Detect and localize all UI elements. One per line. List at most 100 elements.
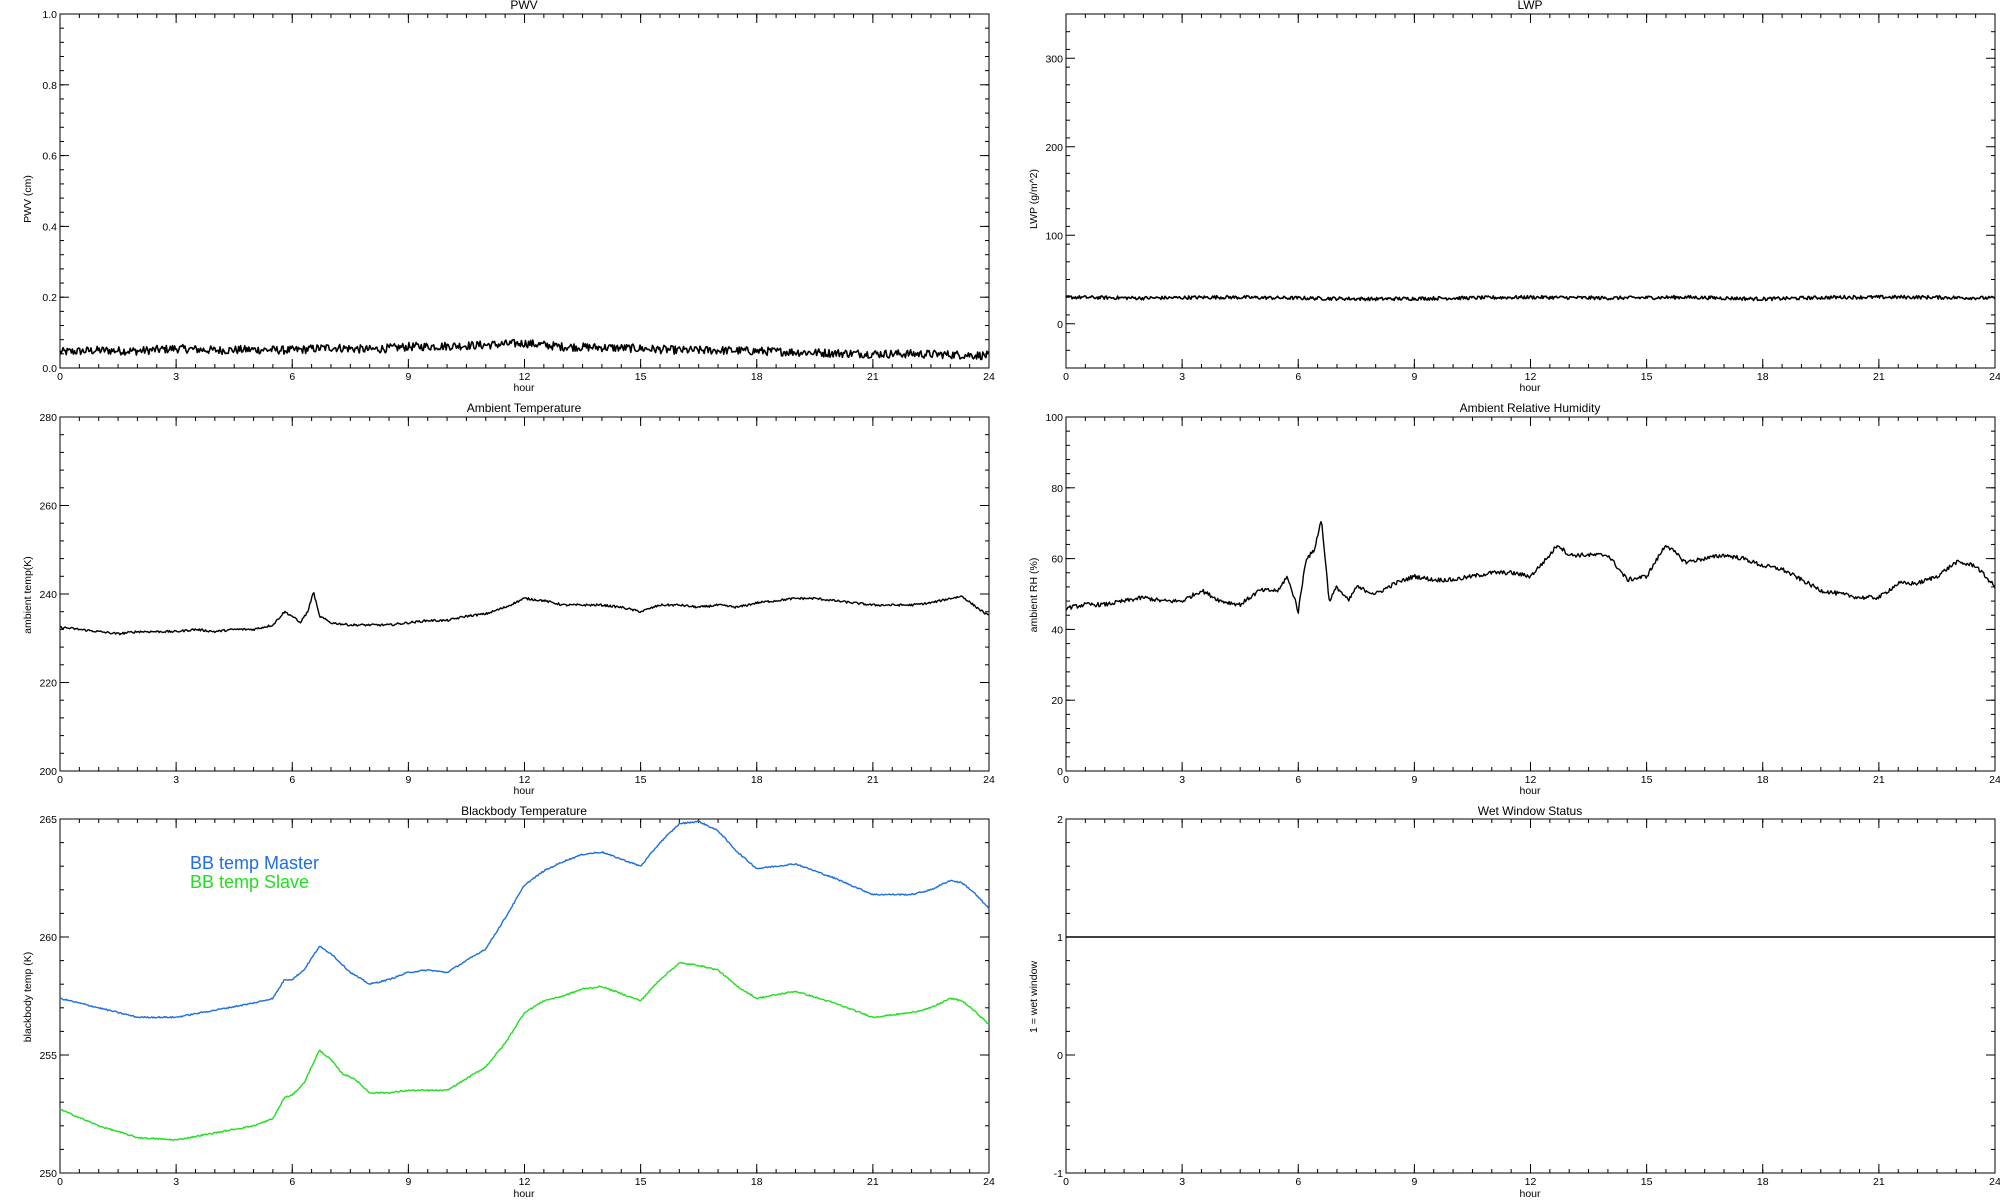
x-tick-label: 6 xyxy=(289,1176,295,1188)
y-tick-label: 265 xyxy=(39,814,57,826)
y-tick-label: 260 xyxy=(39,932,57,944)
y-tick-label: -1 xyxy=(1054,1168,1063,1180)
y-tick-label: 200 xyxy=(1045,142,1063,154)
panel-wet-window-status: Wet Window Status hour 1 = wet window xyxy=(1028,804,1582,1200)
x-tick-label: 9 xyxy=(1411,1176,1417,1188)
y-tick-label: 200 xyxy=(39,766,57,778)
x-tick-label: 24 xyxy=(1989,371,2000,383)
x-tick-label: 15 xyxy=(1641,371,1653,383)
x-tick-label: 9 xyxy=(1411,371,1417,383)
x-tick-label: 21 xyxy=(867,1176,879,1188)
y-tick-label: 100 xyxy=(1045,230,1063,242)
y-axis-label-pwv: PWV (cm) xyxy=(22,175,34,223)
x-tick-label: 21 xyxy=(1873,371,1885,383)
x-tick-label: 15 xyxy=(635,1176,647,1188)
x-tick-label: 9 xyxy=(405,774,411,786)
x-tick-label: 18 xyxy=(1757,371,1769,383)
x-tick-label: 24 xyxy=(1989,774,2000,786)
x-tick-label: 12 xyxy=(1525,1176,1537,1188)
y-tick-label: 0.2 xyxy=(42,292,57,304)
x-tick-label: 6 xyxy=(1295,774,1301,786)
x-axis-label-blackbody-temperature: hour xyxy=(513,1188,535,1200)
series-line-pwv xyxy=(59,339,990,361)
x-tick-label: 15 xyxy=(635,774,647,786)
chart-title-ambient-temperature: Ambient Temperature xyxy=(467,401,582,415)
x-tick-label: 21 xyxy=(1873,1176,1885,1188)
series-line-ambient-relative-humidity xyxy=(1065,521,1996,614)
x-tick-label: 0 xyxy=(1063,1176,1069,1188)
x-tick-label: 24 xyxy=(1989,1176,2000,1188)
y-axis-label-wet-window-status: 1 = wet window xyxy=(1028,961,1040,1033)
plot-frame xyxy=(1065,818,1996,1174)
y-tick-label: 255 xyxy=(39,1050,57,1062)
x-tick-label: 0 xyxy=(57,774,63,786)
y-tick-label: 60 xyxy=(1051,554,1063,566)
x-tick-label: 6 xyxy=(289,371,295,383)
y-tick-label: 0 xyxy=(1057,766,1063,778)
x-tick-label: 0 xyxy=(1063,371,1069,383)
x-tick-label: 24 xyxy=(983,1176,995,1188)
y-tick-label: 240 xyxy=(39,589,57,601)
x-tick-label: 3 xyxy=(173,371,179,383)
plot-pwv: 0 3 6 9 12 15 18 21 24 0.0 0.2 0.4 0.6 0.8 1.0 xyxy=(42,9,995,383)
x-tick-label: 3 xyxy=(173,1176,179,1188)
panel-blackbody-temperature: Blackbody Temperature hour blackbody tem… xyxy=(22,804,587,1200)
plot-lwp: 0 3 6 9 12 15 18 21 24 0 100 200 300 xyxy=(1045,13,2000,383)
x-tick-label: 3 xyxy=(1179,1176,1185,1188)
legend-item-bb-slave: BB temp Slave xyxy=(190,872,309,892)
x-tick-label: 18 xyxy=(1757,774,1769,786)
y-tick-label: 0.4 xyxy=(42,221,57,233)
y-tick-label: 40 xyxy=(1051,624,1063,636)
y-axis-label-blackbody-temperature: blackbody temp (K) xyxy=(22,952,34,1042)
plot-ambient-relative-humidity: 0 3 6 9 12 15 18 21 24 0 20 40 60 80 100 xyxy=(1045,412,2000,786)
x-tick-label: 12 xyxy=(1525,371,1537,383)
x-tick-label: 24 xyxy=(983,371,995,383)
x-tick-label: 3 xyxy=(1179,371,1185,383)
y-tick-label: 280 xyxy=(39,412,57,424)
x-tick-label: 21 xyxy=(867,371,879,383)
x-tick-label: 15 xyxy=(635,371,647,383)
x-tick-label: 21 xyxy=(867,774,879,786)
series-line-lwp xyxy=(1065,294,1996,302)
x-axis-label-lwp: hour xyxy=(1519,382,1541,394)
y-tick-label: 2 xyxy=(1057,814,1063,826)
x-axis-label-ambient-relative-humidity: hour xyxy=(1519,785,1541,797)
plot-frame xyxy=(1065,416,1996,772)
x-tick-label: 21 xyxy=(1873,774,1885,786)
y-tick-label: 0 xyxy=(1057,319,1063,331)
panel-pwv: PWV hour PWV (cm) xyxy=(22,0,538,394)
x-tick-label: 18 xyxy=(751,774,763,786)
plot-frame xyxy=(59,416,990,772)
x-tick-label: 12 xyxy=(1525,774,1537,786)
x-tick-label: 9 xyxy=(405,1176,411,1188)
chart-title-wet-window-status: Wet Window Status xyxy=(1478,804,1582,818)
x-tick-label: 18 xyxy=(751,1176,763,1188)
x-tick-label: 12 xyxy=(519,1176,531,1188)
x-tick-label: 12 xyxy=(519,371,531,383)
y-tick-label: 1.0 xyxy=(42,9,57,21)
x-tick-label: 18 xyxy=(1757,1176,1769,1188)
series-line-blackbody-temperature-0 xyxy=(59,820,990,1019)
chart-title-blackbody-temperature: Blackbody Temperature xyxy=(461,804,587,818)
chart-title-pwv: PWV xyxy=(510,0,537,12)
y-tick-label: 0.6 xyxy=(42,151,57,163)
plot-frame xyxy=(1065,13,1996,369)
chart-title-ambient-relative-humidity: Ambient Relative Humidity xyxy=(1460,401,1601,415)
x-tick-label: 24 xyxy=(983,774,995,786)
chart-title-lwp: LWP xyxy=(1517,0,1542,12)
y-axis-label-lwp: LWP (g/m^2) xyxy=(1028,169,1040,229)
x-tick-label: 0 xyxy=(57,371,63,383)
x-tick-label: 0 xyxy=(1063,774,1069,786)
y-tick-label: 0.0 xyxy=(42,363,57,375)
panel-ambient-temperature: Ambient Temperature hour ambient temp(K) xyxy=(22,401,582,797)
y-tick-label: 220 xyxy=(39,678,57,690)
x-tick-label: 6 xyxy=(1295,1176,1301,1188)
panel-lwp: LWP hour LWP (g/m^2) xyxy=(1028,0,1543,394)
y-tick-label: 250 xyxy=(39,1168,57,1180)
y-tick-label: 1 xyxy=(1057,932,1063,944)
x-axis-label-pwv: hour xyxy=(513,382,535,394)
series-line-blackbody-temperature-1 xyxy=(59,962,990,1142)
x-tick-label: 9 xyxy=(405,371,411,383)
y-tick-label: 0.8 xyxy=(42,80,57,92)
